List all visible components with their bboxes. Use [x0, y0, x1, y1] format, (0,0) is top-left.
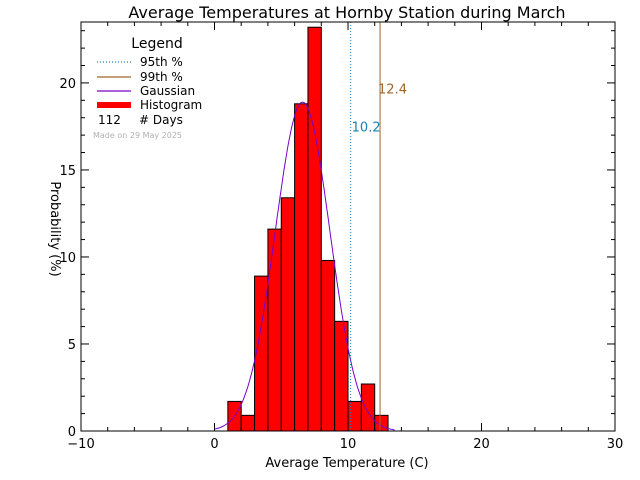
histogram-bar [280, 197, 296, 432]
gaussian-curve [214, 101, 395, 431]
made-on-note: Made on 29 May 2025 [93, 131, 182, 140]
percentile-99-label: 12.4 [378, 82, 407, 97]
legend-days-label: # Days [139, 113, 183, 127]
histogram-bars [227, 26, 389, 432]
y-tick-label: 20 [59, 77, 76, 92]
x-tick-label: 10 [340, 437, 357, 452]
legend-label-95th: 95th % [140, 55, 183, 69]
y-tick-label: 5 [68, 338, 76, 353]
histogram-bar [294, 103, 309, 432]
y-axis-label: Probability (%) [47, 181, 62, 276]
percentile-95-label: 10.2 [352, 121, 381, 136]
x-tick-label: 30 [607, 437, 624, 452]
legend-title: Legend [131, 36, 182, 52]
percentile-lines: 10.2 12.4 [350, 22, 407, 431]
legend-label-99th: 99th % [140, 70, 183, 84]
histogram-bar [307, 26, 322, 432]
legend: Legend 95th % 99th % Gaussian Histogram … [93, 36, 202, 140]
y-tick-label: 10 [59, 251, 76, 266]
histogram-bar [267, 228, 282, 432]
legend-label-histogram: Histogram [140, 98, 202, 112]
gaussian-curve-group [214, 101, 395, 431]
y-tick-label: 15 [59, 164, 76, 179]
legend-days-count: 112 [98, 113, 121, 127]
histogram-bar [320, 259, 336, 432]
x-tick-label: 20 [473, 437, 490, 452]
histogram-bar [360, 383, 376, 432]
histogram-bar [240, 414, 256, 432]
x-axis-label: Average Temperature (C) [265, 456, 428, 471]
x-tick-label: −10 [67, 437, 94, 452]
chart-title: Average Temperatures at Hornby Station d… [128, 3, 565, 22]
histogram-bar [347, 400, 362, 432]
legend-label-gaussian: Gaussian [140, 84, 195, 98]
x-tick-label: 0 [210, 437, 218, 452]
y-tick-label: 0 [68, 425, 76, 440]
